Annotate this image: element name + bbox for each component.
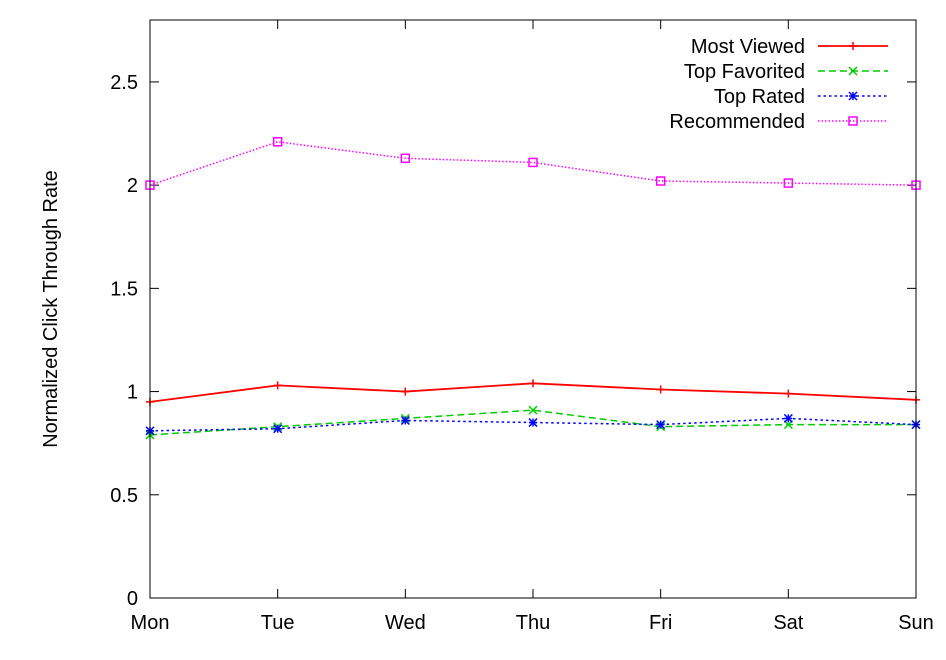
legend-marker [849,42,857,50]
data-point [783,178,794,188]
data-point [655,176,666,186]
y-axis-title: Normalized Click Through Rate [40,170,62,448]
data-point [400,415,410,426]
legend-label: Recommended [669,111,805,133]
x-tick-label: Wed [385,612,426,634]
data-point [400,153,411,164]
data-point [656,385,665,394]
legend-label: Top Favorited [684,61,805,83]
legend: Most Viewed Top Favorited Top Rated Recomme… [669,36,888,133]
legend-marker [848,66,858,76]
y-tick-label: 1.5 [110,278,138,300]
data-point [783,413,793,423]
y-tick-label: 0 [127,588,138,610]
data-point [656,420,666,430]
y-tick-label: 0.5 [110,485,138,507]
x-tick-label: Tue [261,612,295,634]
y-tick-label: 2.5 [110,72,138,94]
y-tick-label: 2 [127,175,138,197]
data-point [529,379,537,388]
x-tick-label: Sat [773,612,803,634]
data-point [273,381,282,390]
x-tick-label: Sun [898,612,934,634]
axis-ticks: 0 0.5 1 1.5 2 2.5 Mon Tue Wed Thu Fri Sat Sun [110,20,934,634]
legend-marker [848,116,858,126]
series-most-viewed [146,379,920,406]
data-point [273,424,283,434]
legend-item: Top Rated [714,86,888,108]
legend-label: Top Rated [714,86,805,108]
x-tick-label: Thu [516,612,550,634]
x-tick-label: Mon [131,612,170,634]
x-tick-label: Fri [649,612,672,634]
y-tick-label: 1 [127,382,138,404]
series-line [149,141,917,186]
legend-label: Most Viewed [691,36,805,58]
data-point [528,418,538,428]
data-point [272,137,283,147]
legend-item: Recommended [669,111,888,133]
plot-frame [149,19,917,599]
data-point [784,389,793,398]
data-point [528,405,538,415]
data-point [528,157,538,168]
series-recommended [145,137,921,190]
legend-item: Top Favorited [684,61,888,83]
series-layer [145,137,921,440]
data-point [401,387,410,396]
legend-item: Most Viewed [691,36,888,58]
legend-marker [848,91,858,101]
